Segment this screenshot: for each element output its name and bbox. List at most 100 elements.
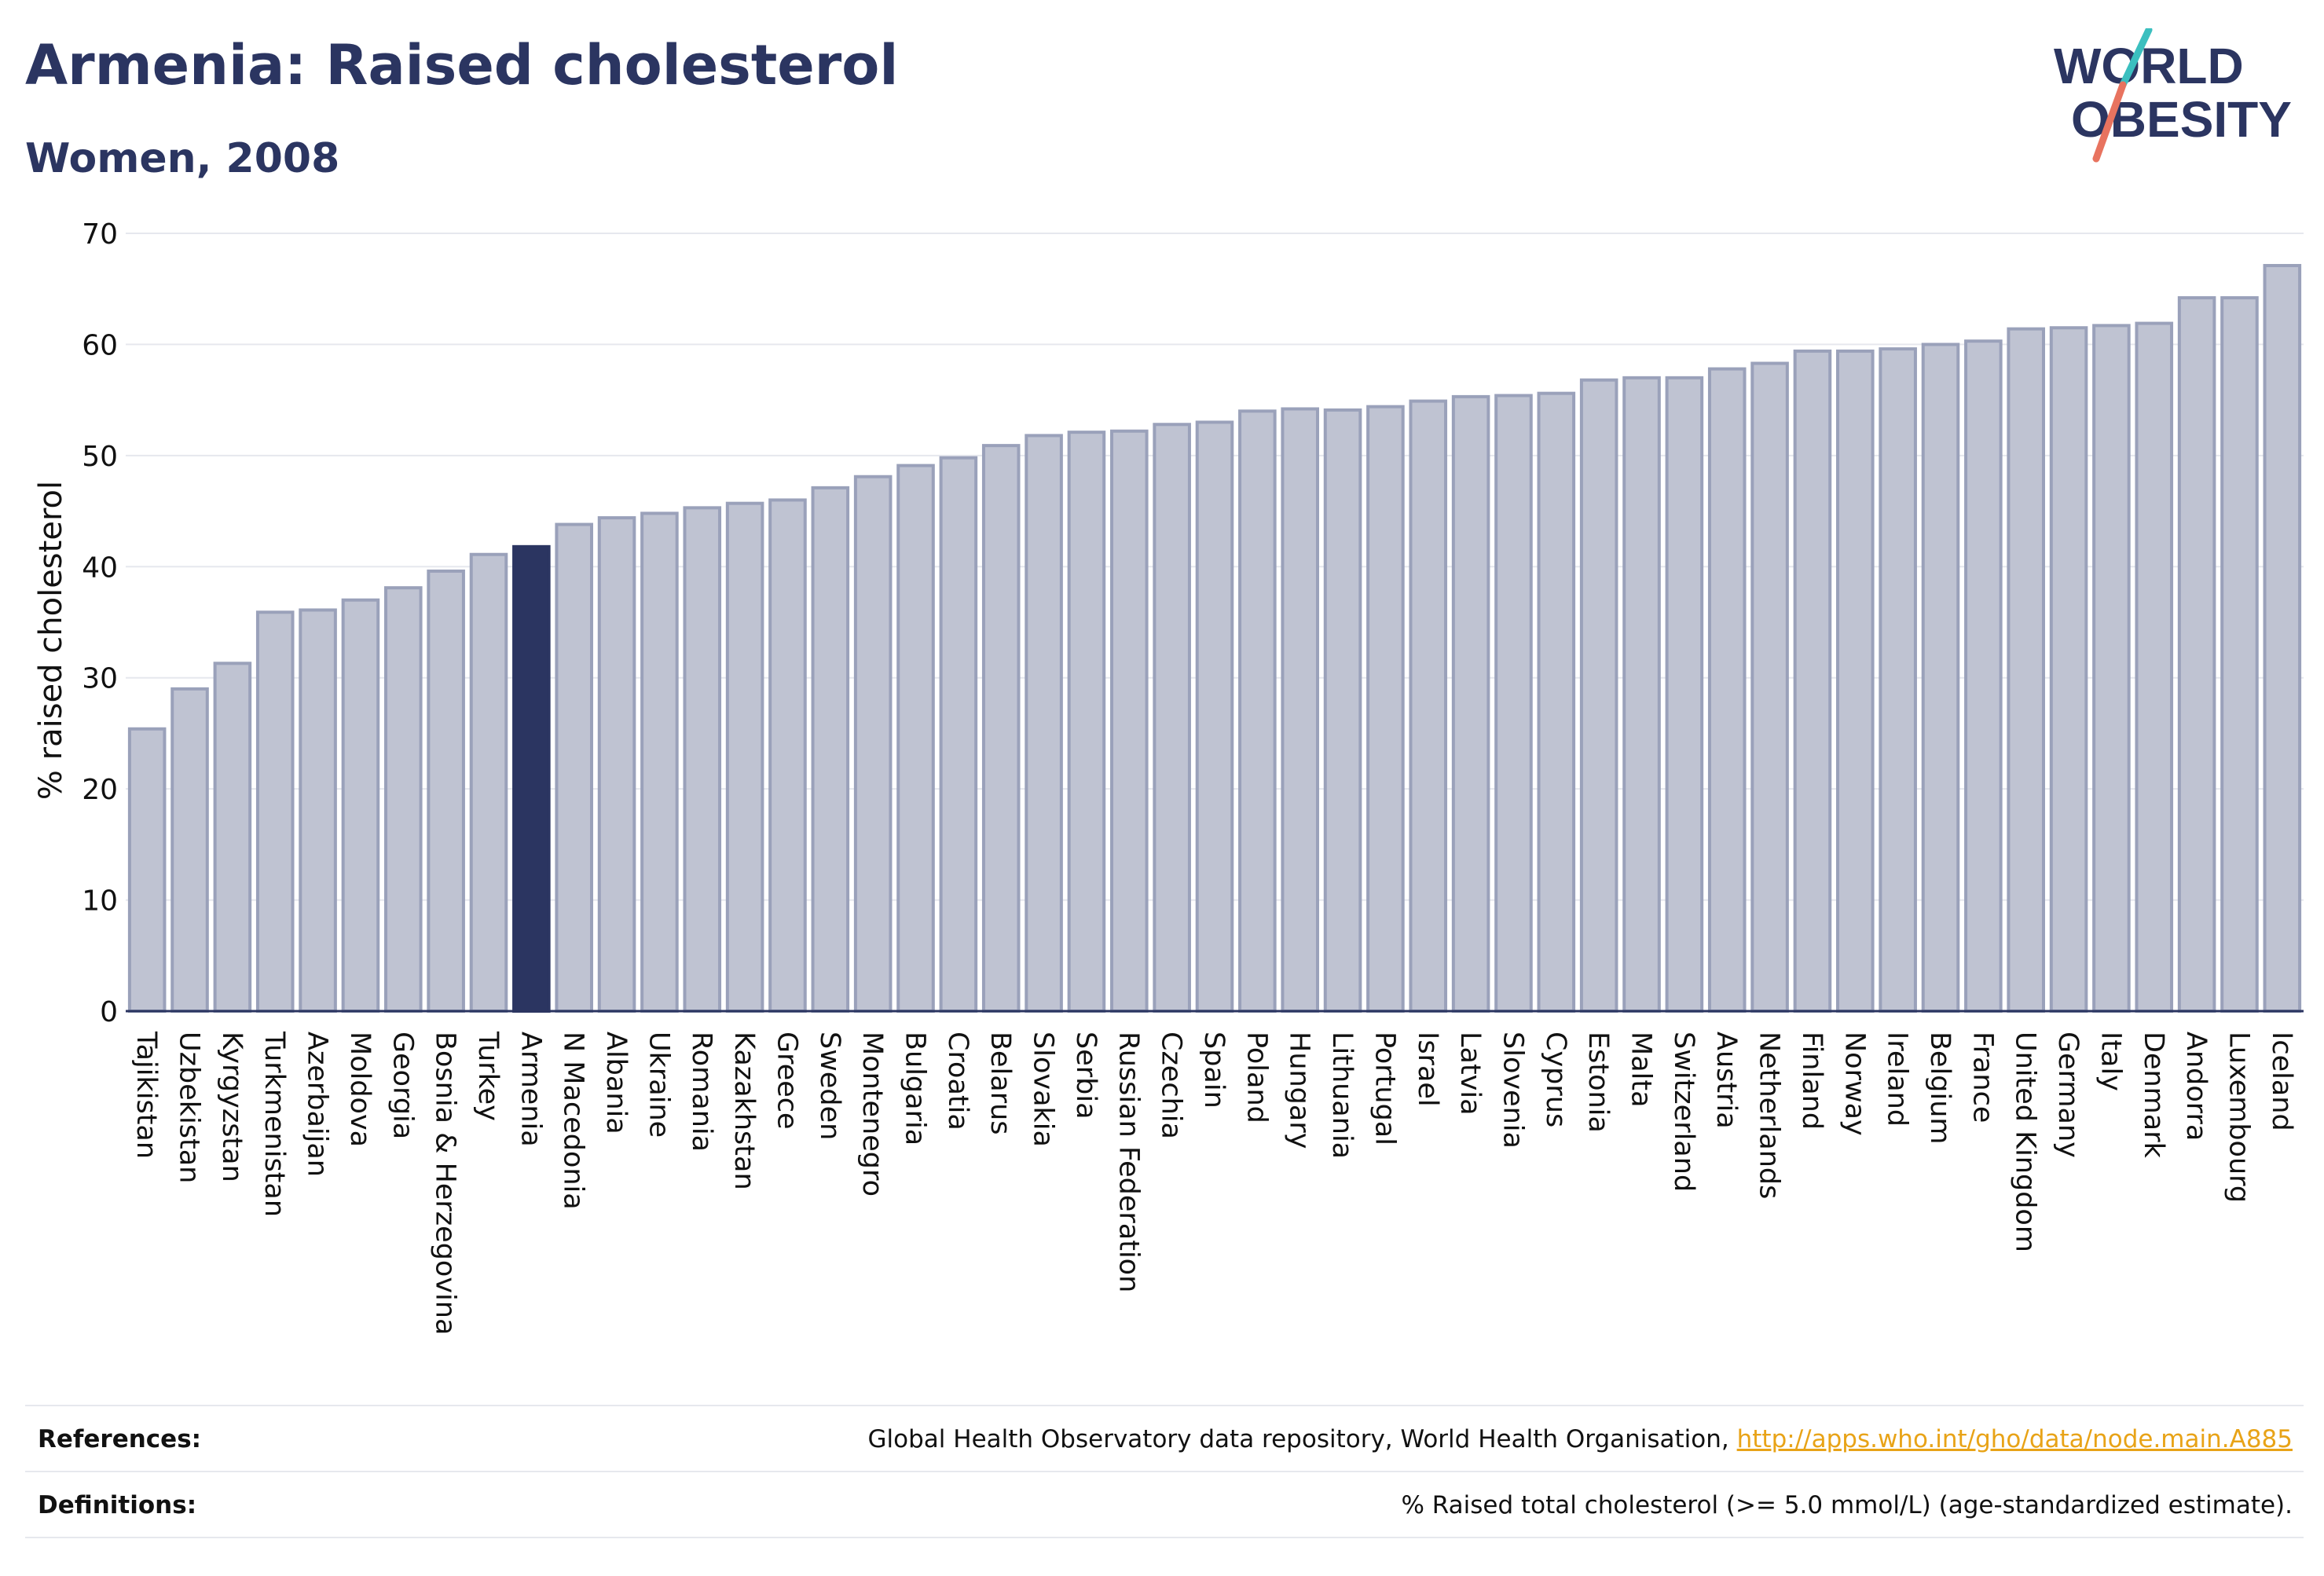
x-tick-label: Iceland xyxy=(2266,1032,2297,1131)
x-tick-label: Sweden xyxy=(814,1032,845,1140)
bar xyxy=(1110,429,1149,1013)
bar xyxy=(384,586,423,1013)
bar xyxy=(213,662,252,1013)
bar xyxy=(853,475,893,1013)
bar xyxy=(2263,264,2302,1013)
bar xyxy=(683,506,722,1013)
bar xyxy=(1964,339,2003,1013)
bar xyxy=(299,608,337,1013)
chart-subtitle: Women, 2008 xyxy=(25,135,340,182)
bar xyxy=(640,511,679,1013)
bar xyxy=(725,501,764,1013)
bar xyxy=(1622,376,1661,1013)
y-tick-label: 0 xyxy=(100,996,118,1028)
bar xyxy=(170,687,209,1013)
y-tick-label: 20 xyxy=(82,774,118,806)
x-tick-label: Ukraine xyxy=(643,1032,674,1138)
references-label: References: xyxy=(38,1425,202,1453)
references-row: References: Global Health Observatory da… xyxy=(25,1405,2304,1471)
y-tick-label: 10 xyxy=(82,885,118,918)
x-tick-label: Denmark xyxy=(2138,1032,2169,1159)
x-tick-label: Greece xyxy=(771,1032,802,1130)
bar xyxy=(1067,431,1106,1013)
y-tick-label: 50 xyxy=(82,441,118,473)
bar xyxy=(2007,327,2045,1013)
bar xyxy=(1409,399,1448,1013)
x-tick-label: Estonia xyxy=(1582,1032,1614,1133)
bar xyxy=(427,569,465,1013)
bar xyxy=(1879,347,1917,1013)
x-tick-label: Belgium xyxy=(1924,1032,1956,1145)
bar xyxy=(2092,324,2131,1013)
x-tick-label: Croatia xyxy=(942,1032,973,1131)
bar xyxy=(1579,378,1618,1013)
bar xyxy=(896,464,935,1013)
bar xyxy=(127,727,167,1013)
bar xyxy=(597,516,636,1013)
bar xyxy=(2220,296,2259,1013)
bar xyxy=(1366,405,1405,1013)
bar xyxy=(255,610,295,1013)
bar xyxy=(2049,326,2088,1013)
bar xyxy=(555,522,593,1013)
x-tick-label: Montenegro xyxy=(856,1032,888,1197)
x-tick-label: Finland xyxy=(1796,1032,1827,1130)
bar xyxy=(1537,391,1576,1013)
world-obesity-logo: WORLD OBESITY xyxy=(2054,28,2292,163)
bar xyxy=(1836,349,1875,1013)
bar xyxy=(1707,367,1747,1013)
bar xyxy=(1238,409,1277,1013)
x-tick-label: Turkey xyxy=(472,1031,504,1121)
bar xyxy=(1793,349,1832,1013)
y-tick-label: 30 xyxy=(82,663,118,695)
x-tick-label: Czechia xyxy=(1156,1032,1187,1139)
y-tick-labels: 0 10 20 30 40 50 60 70 xyxy=(82,218,118,1028)
definitions-text: % Raised total cholesterol (>= 5.0 mmol/… xyxy=(1401,1491,2293,1519)
bar xyxy=(1195,420,1234,1013)
x-tick-label: Switzerland xyxy=(1668,1032,1699,1192)
x-tick-label: Russian Federation xyxy=(1113,1032,1144,1292)
bar xyxy=(2135,321,2174,1013)
x-tick-label: Portugal xyxy=(1369,1032,1400,1145)
x-tick-label: Malta xyxy=(1626,1032,1657,1108)
logo-slash-coral xyxy=(2092,81,2127,163)
bar xyxy=(1665,376,1704,1013)
bar xyxy=(811,486,850,1013)
x-tick-label: Belarus xyxy=(984,1032,1016,1135)
bar xyxy=(1153,423,1191,1013)
y-tick-label: 70 xyxy=(82,218,118,251)
x-tick-label: Azerbaijan xyxy=(302,1032,333,1177)
y-tick-label: 60 xyxy=(82,329,118,361)
x-tick-label: Italy xyxy=(2095,1032,2126,1091)
bar xyxy=(1025,434,1063,1013)
logo-slash-teal xyxy=(2119,28,2153,89)
y-tick-label: 40 xyxy=(82,552,118,584)
bar xyxy=(2177,296,2216,1013)
bar xyxy=(981,444,1021,1013)
references-link[interactable]: http://apps.who.int/gho/data/node.main.A… xyxy=(1736,1425,2293,1453)
bar xyxy=(1281,407,1319,1013)
x-tick-label: Lithuania xyxy=(1326,1032,1358,1159)
x-tick-label: Serbia xyxy=(1070,1032,1102,1120)
x-tick-label: Bosnia & Herzegovina xyxy=(430,1032,461,1335)
chart-title: Armenia: Raised cholesterol xyxy=(25,33,899,97)
x-tick-label: Austria xyxy=(1710,1032,1742,1129)
x-tick-label: Hungary xyxy=(1284,1032,1315,1149)
bar xyxy=(768,498,807,1013)
bar-chart: 0 10 20 30 40 50 60 70 Tajikistan Uzbekistan Kyrg… xyxy=(33,218,2304,1335)
x-tick-label: Andorra xyxy=(2180,1032,2212,1141)
x-tick-label: Georgia xyxy=(387,1032,418,1139)
bar xyxy=(1921,343,1960,1013)
bar xyxy=(1323,408,1362,1013)
x-tick-label: Netherlands xyxy=(1754,1032,1785,1199)
x-tick-label: Germany xyxy=(2052,1032,2084,1158)
x-tick-label: N Macedonia xyxy=(558,1032,589,1210)
x-tick-label: Slovakia xyxy=(1028,1032,1059,1147)
x-tick-label: Romania xyxy=(686,1032,717,1152)
bar xyxy=(341,598,380,1013)
bars xyxy=(127,264,2302,1013)
bar xyxy=(939,456,978,1013)
logo-text-world: WORLD xyxy=(2054,38,2244,94)
bar xyxy=(469,552,508,1013)
references-text: Global Health Observatory data repositor… xyxy=(867,1425,1729,1453)
